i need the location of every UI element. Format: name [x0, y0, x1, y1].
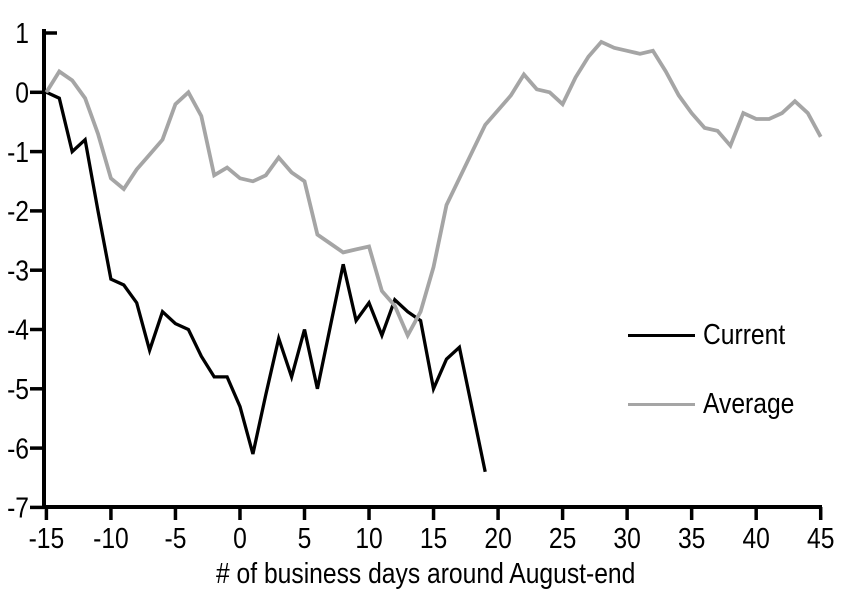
x-tick-label: 20	[484, 522, 511, 554]
y-tick-label: -3	[7, 254, 29, 286]
y-tick-label: -4	[7, 314, 29, 346]
series-average-line	[44, 39, 823, 340]
x-axis-title-text: # of business days around August-end	[216, 558, 636, 590]
legend-item-average: Average	[628, 387, 811, 421]
y-tick-label: -5	[7, 373, 29, 405]
x-axis-title: # of business days around August-end	[10, 558, 842, 591]
legend-label-current: Current	[703, 318, 786, 351]
y-tick-label: 0	[15, 77, 29, 109]
x-tick-label: 0	[233, 522, 247, 554]
y-tick-label: -6	[7, 432, 29, 464]
x-tick-label: 35	[678, 522, 705, 554]
x-tick-label: 10	[355, 522, 382, 554]
current-line-swatch	[628, 333, 695, 337]
legend-item-current: Current	[628, 318, 800, 352]
y-tick-label: -1	[7, 136, 29, 168]
x-tick-label: 30	[613, 522, 640, 554]
y-tick-label: -7	[7, 492, 29, 524]
x-tick-label: -10	[93, 522, 129, 554]
x-tick-label: 40	[742, 522, 769, 554]
x-tick-label: 45	[807, 522, 834, 554]
x-tick-label: 15	[420, 522, 447, 554]
y-tick-label: -2	[7, 195, 29, 227]
legend-label-average: Average	[703, 387, 795, 420]
x-tick-label: -5	[164, 522, 186, 554]
x-tick-label: -15	[29, 522, 65, 554]
series-current-line	[45, 90, 487, 473]
average-line-swatch	[628, 402, 695, 406]
x-tick-label: 25	[549, 522, 576, 554]
x-tick-label: 5	[298, 522, 312, 554]
y-tick-label: 1	[15, 17, 29, 49]
